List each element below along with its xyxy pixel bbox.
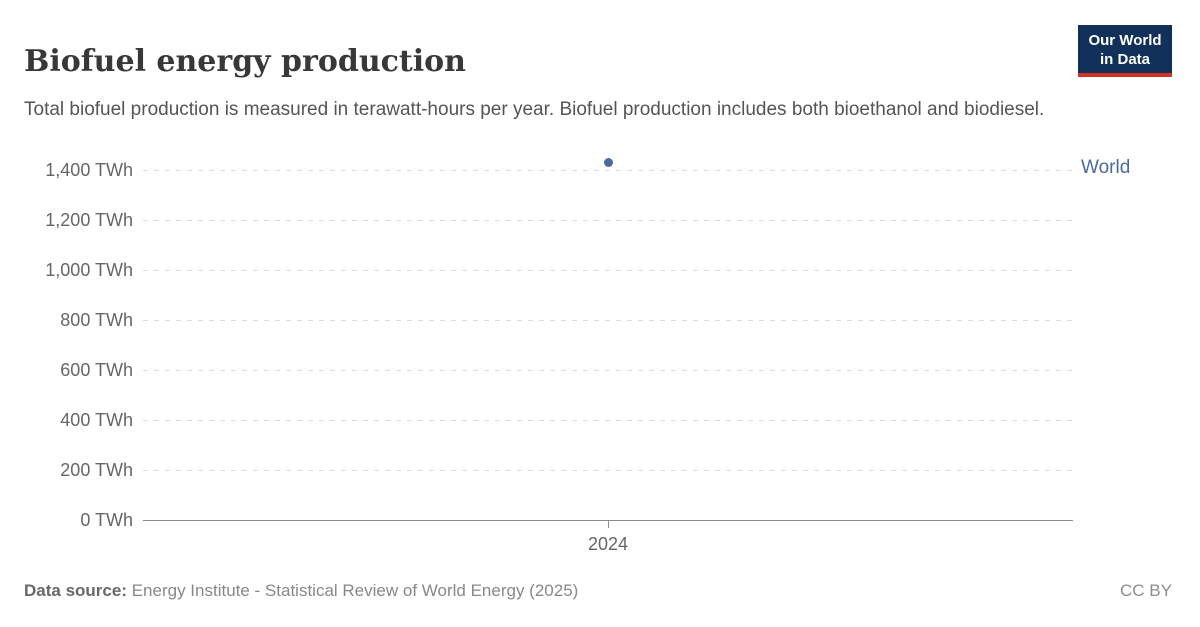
chart-title: Biofuel energy production <box>24 44 466 80</box>
gridline <box>143 170 1073 171</box>
y-axis-tick-label: 800 TWh <box>60 310 133 330</box>
y-axis-tick-label: 0 TWh <box>80 510 133 530</box>
x-axis-line <box>143 520 1073 521</box>
x-axis-tick-mark <box>607 521 609 528</box>
gridline <box>143 320 1073 321</box>
chart-subtitle: Total biofuel production is measured in … <box>24 99 1045 120</box>
gridline <box>143 270 1073 271</box>
y-axis-tick-label: 1,200 TWh <box>45 210 133 230</box>
owid-logo-line2: in Data <box>1099 51 1150 68</box>
chart-footer: Data source: Energy Institute - Statisti… <box>24 579 1172 602</box>
series-label-world[interactable]: World <box>1081 156 1131 178</box>
license-cc-by[interactable]: CC BY <box>1120 581 1172 600</box>
gridline <box>143 370 1073 371</box>
data-source-label: Data source: <box>24 581 127 600</box>
x-axis-tick-label: 2024 <box>587 534 629 554</box>
gridline <box>143 420 1073 421</box>
y-axis-tick-label: 400 TWh <box>60 410 133 430</box>
gridline <box>143 470 1073 471</box>
y-axis-tick-label: 200 TWh <box>60 460 133 480</box>
owid-logo-line1: Our World <box>1088 32 1162 49</box>
data-source: Data source: Energy Institute - Statisti… <box>24 579 578 602</box>
y-axis-tick-label: 1,400 TWh <box>45 160 133 180</box>
owid-logo[interactable]: Our World in Data <box>1078 25 1172 77</box>
data-point-world-2024 <box>603 158 613 167</box>
y-axis-tick-label: 1,000 TWh <box>45 260 133 280</box>
y-axis-tick-label: 600 TWh <box>60 360 133 380</box>
gridline <box>143 220 1073 221</box>
data-source-text: Energy Institute - Statistical Review of… <box>126 581 579 600</box>
